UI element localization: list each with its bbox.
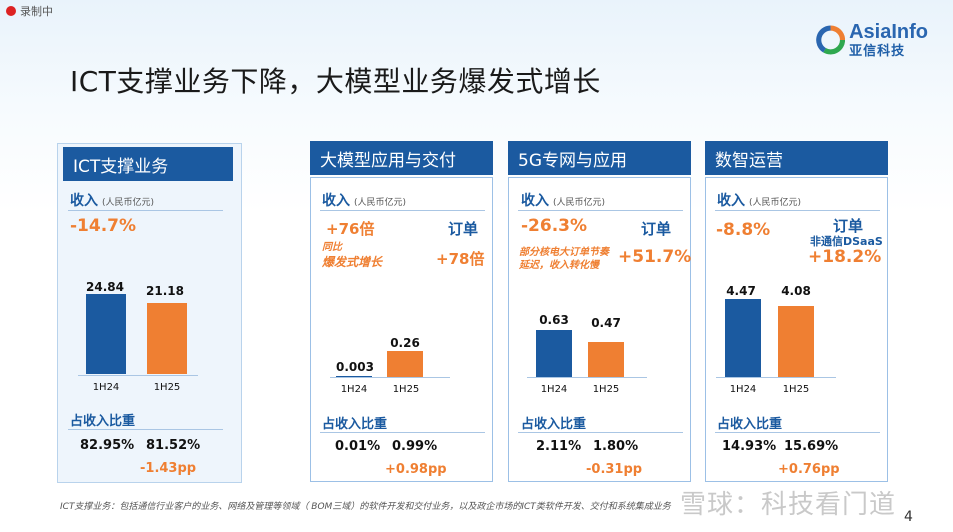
page-title: ICT支撑业务下降，大模型业务爆发式增长 xyxy=(70,65,601,98)
ict-share-1h24: 82.95% xyxy=(80,438,135,453)
ops-xlabel-1h24: 1H24 xyxy=(729,384,757,395)
ict-bar-1h24 xyxy=(86,294,126,374)
ops-order-label: 订单 xyxy=(833,217,864,235)
panel-5g xyxy=(508,177,691,482)
divider xyxy=(715,210,880,211)
llm-bar-1h24 xyxy=(336,376,372,377)
footnote: ICT支撑业务：包括通信行业客户的业务、网络及管理等领域（ BOM三域）的软件开… xyxy=(60,502,671,512)
ops-bar-value-1h24: 4.47 xyxy=(726,284,756,298)
ops-share-label: 占收入比重 xyxy=(717,417,783,432)
panel-llm-header: 大模型应用与交付 xyxy=(310,141,493,175)
axis-line xyxy=(78,375,198,376)
panel-ops-header: 数智运营 xyxy=(705,141,888,175)
ops-bar-1h25 xyxy=(778,306,814,377)
unit-text: (人民币亿元) xyxy=(749,198,802,208)
company-logo: AsiaInfo 亚信科技 xyxy=(816,18,928,62)
5g-share-change: -0.31pp xyxy=(586,462,643,477)
5g-bar-1h24 xyxy=(536,330,572,377)
llm-revenue-change: +76倍 xyxy=(326,220,375,238)
5g-note-2: 延迟，收入转化慢 xyxy=(519,260,599,271)
llm-note-1: 同比 xyxy=(322,242,342,253)
ops-xlabel-1h25: 1H25 xyxy=(782,384,810,395)
llm-bar-value-1h25: 0.26 xyxy=(390,336,420,350)
divider xyxy=(68,429,223,430)
divider xyxy=(320,210,485,211)
page-number: 4 xyxy=(904,509,913,525)
llm-xlabel-1h25: 1H25 xyxy=(392,384,420,395)
unit-text: (人民币亿元) xyxy=(354,198,407,208)
5g-revenue-label: 收入 (人民币亿元) xyxy=(521,190,605,210)
divider xyxy=(68,210,223,211)
ops-share-change: +0.76pp xyxy=(778,462,840,477)
recording-indicator: 录制中 xyxy=(6,3,53,19)
logo-ring-icon xyxy=(816,25,846,55)
5g-order-change: +51.7% xyxy=(618,247,692,267)
ict-revenue-label: 收入 (人民币亿元) xyxy=(70,190,154,210)
5g-bar-value-1h24: 0.63 xyxy=(539,313,569,327)
5g-share-1h25: 1.80% xyxy=(593,439,639,454)
ict-share-label: 占收入比重 xyxy=(70,414,136,429)
5g-share-1h24: 2.11% xyxy=(536,439,582,454)
axis-line xyxy=(527,377,647,378)
divider xyxy=(715,432,880,433)
ict-revenue-change: -14.7% xyxy=(70,216,137,236)
ict-bar-1h25 xyxy=(147,303,187,374)
ops-share-1h24: 14.93% xyxy=(722,439,777,454)
5g-xlabel-1h24: 1H24 xyxy=(540,384,568,395)
llm-share-label: 占收入比重 xyxy=(322,417,388,432)
5g-xlabel-1h25: 1H25 xyxy=(592,384,620,395)
ops-bar-1h24 xyxy=(725,299,761,377)
unit-text: (人民币亿元) xyxy=(102,198,155,208)
5g-share-label: 占收入比重 xyxy=(521,417,587,432)
ops-share-1h25: 15.69% xyxy=(784,439,839,454)
divider xyxy=(320,432,485,433)
panel-ict-header: ICT支撑业务 xyxy=(63,147,233,181)
watermark: 雪球：科技看门道 xyxy=(680,490,897,520)
llm-order-label: 订单 xyxy=(448,220,479,238)
ict-xlabel-1h25: 1H25 xyxy=(153,382,181,393)
5g-bar-value-1h25: 0.47 xyxy=(591,316,621,330)
ops-order-change: +18.2% xyxy=(808,247,882,267)
revenue-label-text: 收入 xyxy=(70,193,98,209)
llm-share-change: +0.98pp xyxy=(385,462,447,477)
llm-bar-value-1h24: 0.003 xyxy=(336,360,374,374)
ict-bar-value-1h24: 24.84 xyxy=(86,280,124,294)
logo-english: AsiaInfo xyxy=(849,21,928,43)
divider xyxy=(518,432,683,433)
5g-order-label: 订单 xyxy=(641,220,672,238)
revenue-label-text: 收入 xyxy=(322,193,350,209)
ops-revenue-change: -8.8% xyxy=(716,220,771,240)
axis-line xyxy=(330,377,450,378)
revenue-label-text: 收入 xyxy=(717,193,745,209)
ops-revenue-label: 收入 (人民币亿元) xyxy=(717,190,801,210)
5g-note-1: 部分核电大订单节奏 xyxy=(519,247,609,258)
revenue-label-text: 收入 xyxy=(521,193,549,209)
llm-revenue-label: 收入 (人民币亿元) xyxy=(322,190,406,210)
logo-chinese: 亚信科技 xyxy=(849,44,906,59)
5g-bar-1h25 xyxy=(588,342,624,377)
ops-order-sub: 非通信DSaaS xyxy=(810,235,883,248)
ict-bar-value-1h25: 21.18 xyxy=(146,284,184,298)
llm-share-1h25: 0.99% xyxy=(392,439,438,454)
record-icon xyxy=(6,6,16,16)
recording-label: 录制中 xyxy=(20,5,53,18)
divider xyxy=(518,210,683,211)
llm-note-2: 爆发式增长 xyxy=(322,255,383,269)
panel-5g-header: 5G专网与应用 xyxy=(508,141,691,175)
5g-revenue-change: -26.3% xyxy=(521,216,588,236)
ict-share-change: -1.43pp xyxy=(140,461,197,476)
llm-xlabel-1h24: 1H24 xyxy=(340,384,368,395)
unit-text: (人民币亿元) xyxy=(553,198,606,208)
axis-line xyxy=(716,377,836,378)
llm-order-change: +78倍 xyxy=(436,250,485,268)
ops-bar-value-1h25: 4.08 xyxy=(781,284,811,298)
panel-llm xyxy=(310,177,493,482)
ict-share-1h25: 81.52% xyxy=(146,438,201,453)
ict-xlabel-1h24: 1H24 xyxy=(92,382,120,393)
llm-share-1h24: 0.01% xyxy=(335,439,381,454)
llm-bar-1h25 xyxy=(387,351,423,377)
